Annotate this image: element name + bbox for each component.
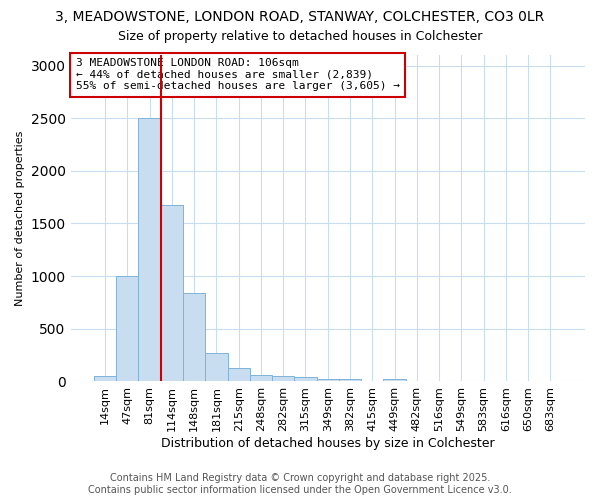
Y-axis label: Number of detached properties: Number of detached properties [15, 130, 25, 306]
Bar [205, 353, 227, 382]
Bar [383, 379, 406, 382]
Bar [250, 375, 272, 382]
Text: Contains HM Land Registry data © Crown copyright and database right 2025.
Contai: Contains HM Land Registry data © Crown c… [88, 474, 512, 495]
Bar [116, 276, 139, 382]
Bar [272, 376, 295, 382]
Bar [161, 204, 183, 382]
Text: 3, MEADOWSTONE, LONDON ROAD, STANWAY, COLCHESTER, CO3 0LR: 3, MEADOWSTONE, LONDON ROAD, STANWAY, CO… [55, 10, 545, 24]
Bar [339, 380, 361, 382]
Text: 3 MEADOWSTONE LONDON ROAD: 106sqm
← 44% of detached houses are smaller (2,839)
5: 3 MEADOWSTONE LONDON ROAD: 106sqm ← 44% … [76, 58, 400, 92]
Bar [227, 368, 250, 382]
Text: Size of property relative to detached houses in Colchester: Size of property relative to detached ho… [118, 30, 482, 43]
Bar [183, 293, 205, 382]
Bar [139, 118, 161, 382]
Bar [295, 376, 317, 382]
X-axis label: Distribution of detached houses by size in Colchester: Distribution of detached houses by size … [161, 437, 494, 450]
Bar [317, 378, 339, 382]
Bar [94, 376, 116, 382]
